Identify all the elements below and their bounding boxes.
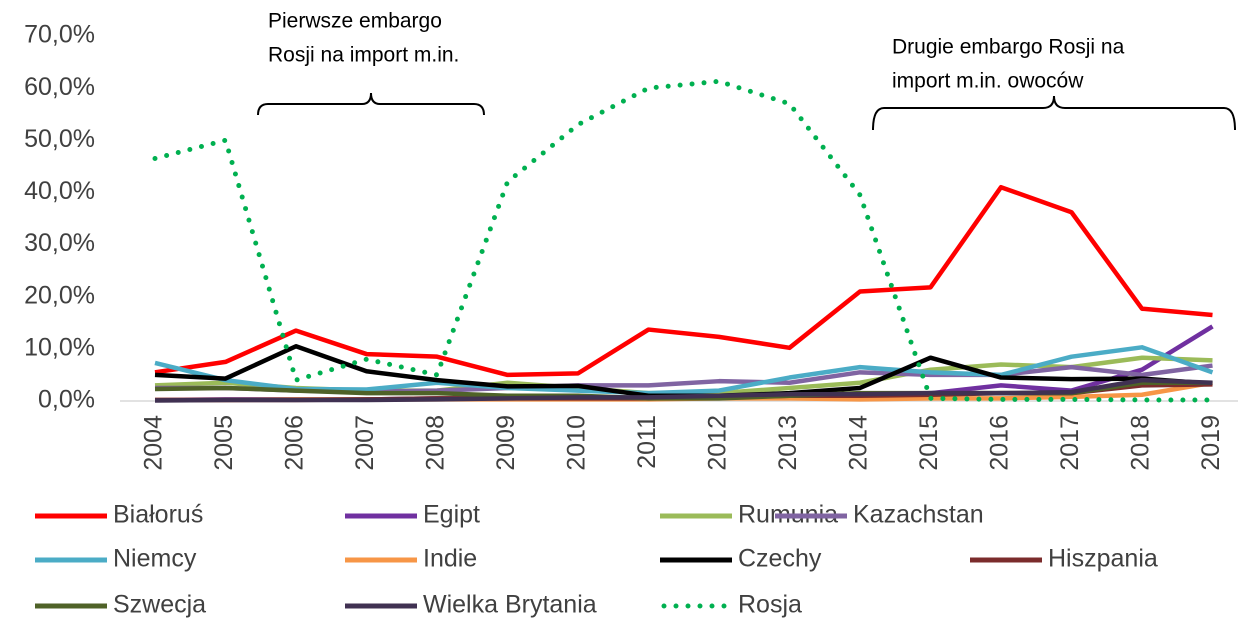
annotation: Pierwsze embargo: [268, 10, 442, 33]
x-tick-label: 2012: [704, 415, 732, 471]
annotation: Rosji na import m.in.: [268, 44, 459, 67]
y-tick-label: 0,0%: [38, 386, 95, 414]
x-tick-label: 2017: [1056, 415, 1084, 471]
y-tick-label: 30,0%: [24, 229, 95, 257]
series-line: [152, 78, 1215, 403]
y-tick-label: 10,0%: [24, 333, 95, 361]
y-tick-label: 70,0%: [24, 21, 95, 49]
x-tick-label: 2011: [633, 415, 661, 469]
x-tick-label: 2013: [774, 415, 802, 471]
brace: [872, 95, 1236, 131]
brace: [257, 92, 485, 116]
annotation: import m.in. owoców: [892, 70, 1084, 93]
legend-label: Wielka Brytania: [423, 591, 597, 619]
x-tick-label: 2005: [210, 415, 238, 471]
annotation: Drugie embargo Rosji na: [892, 36, 1125, 59]
x-tick-label: 2015: [915, 415, 943, 471]
series-line: [154, 345, 1214, 396]
x-tick-label: 2009: [492, 415, 520, 471]
y-tick-label: 60,0%: [24, 73, 95, 101]
legend-label: Egipt: [423, 501, 480, 529]
legend-label: Kazachstan: [853, 501, 984, 529]
x-tick-label: 2014: [845, 415, 873, 471]
y-tick-label: 40,0%: [24, 177, 95, 205]
x-tick-label: 2006: [281, 415, 309, 471]
legend-label: Indie: [423, 545, 477, 573]
x-tick-label: 2007: [351, 415, 379, 471]
x-tick-label: 2008: [422, 415, 450, 471]
legend-label: Szwecja: [113, 591, 206, 619]
legend-label: Czechy: [738, 545, 822, 573]
y-tick-label: 50,0%: [24, 125, 95, 153]
legend-label: Niemcy: [113, 545, 197, 573]
y-tick-label: 20,0%: [24, 281, 95, 309]
series-line: [154, 377, 1213, 403]
x-tick-label: 2018: [1127, 415, 1155, 471]
x-tick-label: 2010: [563, 415, 591, 471]
x-tick-label: 2016: [986, 415, 1014, 471]
x-tick-label: 2004: [140, 415, 168, 471]
legend-label: Hiszpania: [1048, 545, 1158, 573]
series-line: [154, 184, 1213, 378]
legend-label: Rosja: [738, 591, 802, 619]
x-tick-label: 2019: [1197, 415, 1225, 471]
legend-label: Białoruś: [113, 501, 203, 529]
